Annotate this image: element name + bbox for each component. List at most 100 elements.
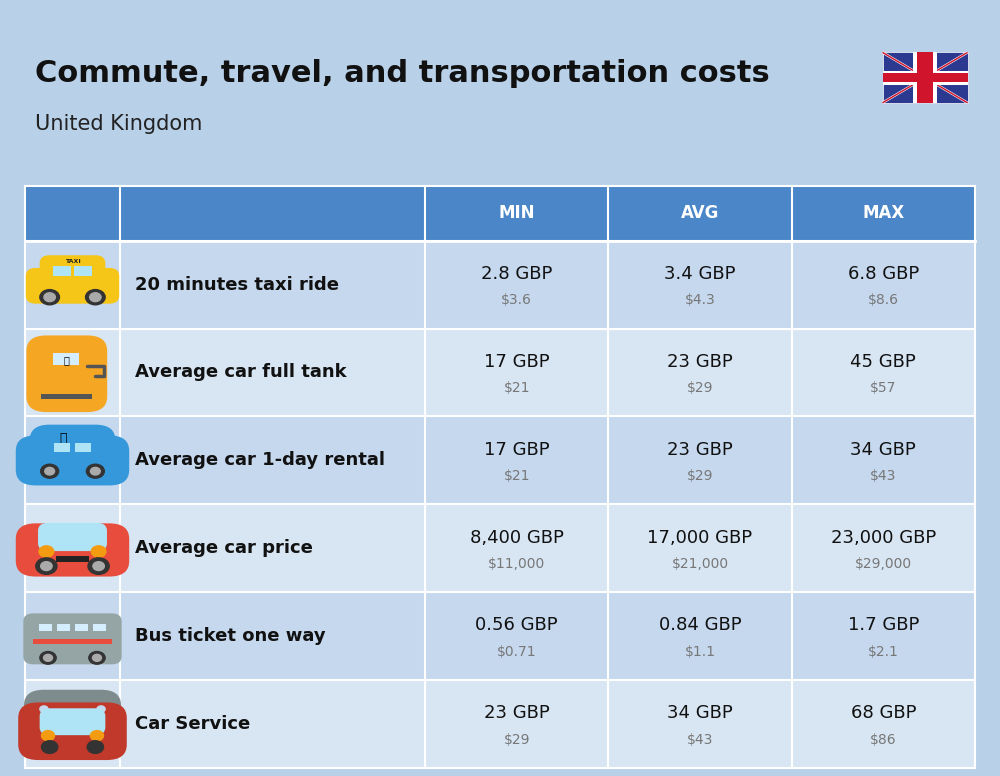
FancyBboxPatch shape [25, 504, 975, 592]
Text: $1.1: $1.1 [684, 645, 716, 659]
FancyBboxPatch shape [58, 258, 87, 265]
FancyBboxPatch shape [26, 268, 119, 303]
Text: $43: $43 [870, 469, 897, 483]
Text: Car Service: Car Service [135, 715, 250, 733]
FancyBboxPatch shape [39, 624, 52, 631]
Text: 2.8 GBP: 2.8 GBP [481, 265, 552, 282]
Text: $43: $43 [687, 733, 713, 747]
FancyBboxPatch shape [25, 241, 975, 328]
Text: 34 GBP: 34 GBP [667, 705, 733, 722]
Text: $21: $21 [503, 469, 530, 483]
Text: $29: $29 [687, 381, 713, 395]
FancyBboxPatch shape [883, 71, 968, 85]
Text: 0.56 GBP: 0.56 GBP [475, 616, 558, 635]
Text: 23 GBP: 23 GBP [484, 705, 550, 722]
Circle shape [36, 703, 52, 715]
Circle shape [44, 293, 55, 302]
Text: 8,400 GBP: 8,400 GBP [470, 528, 564, 546]
FancyBboxPatch shape [25, 681, 975, 768]
Circle shape [90, 293, 101, 302]
Circle shape [91, 546, 106, 557]
FancyBboxPatch shape [26, 335, 107, 412]
Text: 17 GBP: 17 GBP [484, 352, 549, 371]
FancyBboxPatch shape [24, 690, 121, 729]
Text: 34 GBP: 34 GBP [850, 441, 916, 459]
Circle shape [39, 546, 54, 557]
Circle shape [41, 562, 52, 570]
Circle shape [90, 730, 104, 741]
Text: Average car full tank: Average car full tank [135, 363, 347, 382]
Text: 17,000 GBP: 17,000 GBP [647, 528, 753, 546]
Text: 17 GBP: 17 GBP [484, 441, 549, 459]
Text: TAXI: TAXI [65, 258, 80, 264]
Text: $29: $29 [687, 469, 713, 483]
Text: $0.71: $0.71 [497, 645, 536, 659]
Circle shape [45, 467, 55, 475]
FancyBboxPatch shape [33, 639, 112, 644]
Text: AVG: AVG [681, 204, 719, 223]
FancyBboxPatch shape [917, 52, 933, 102]
Circle shape [86, 289, 105, 305]
Circle shape [87, 741, 104, 753]
Text: 23 GBP: 23 GBP [667, 352, 733, 371]
FancyBboxPatch shape [40, 708, 105, 735]
Text: $3.6: $3.6 [501, 293, 532, 307]
Text: MIN: MIN [498, 204, 535, 223]
Text: 0.84 GBP: 0.84 GBP [659, 616, 741, 635]
Circle shape [41, 741, 58, 753]
Text: 23 GBP: 23 GBP [667, 441, 733, 459]
Text: $11,000: $11,000 [488, 557, 545, 571]
Circle shape [41, 730, 55, 741]
FancyBboxPatch shape [25, 592, 975, 681]
FancyBboxPatch shape [75, 624, 88, 631]
Circle shape [40, 706, 48, 712]
Circle shape [97, 706, 105, 712]
FancyBboxPatch shape [75, 442, 91, 452]
FancyBboxPatch shape [56, 556, 89, 563]
FancyBboxPatch shape [53, 265, 71, 275]
Circle shape [44, 654, 53, 661]
Text: Average car price: Average car price [135, 539, 313, 557]
FancyBboxPatch shape [913, 52, 937, 102]
Circle shape [93, 703, 109, 715]
Text: 68 GBP: 68 GBP [851, 705, 916, 722]
Text: $57: $57 [870, 381, 897, 395]
Circle shape [36, 558, 57, 574]
FancyBboxPatch shape [40, 255, 105, 285]
Text: Commute, travel, and transportation costs: Commute, travel, and transportation cost… [35, 59, 770, 88]
FancyBboxPatch shape [16, 435, 129, 486]
Text: 6.8 GBP: 6.8 GBP [848, 265, 919, 282]
FancyBboxPatch shape [54, 442, 70, 452]
FancyBboxPatch shape [883, 52, 968, 102]
Text: 1.7 GBP: 1.7 GBP [848, 616, 919, 635]
Text: MAX: MAX [862, 204, 904, 223]
FancyBboxPatch shape [792, 186, 975, 241]
Circle shape [40, 652, 56, 664]
Text: 🔑: 🔑 [59, 431, 66, 445]
Circle shape [90, 467, 100, 475]
Text: 20 minutes taxi ride: 20 minutes taxi ride [135, 275, 339, 293]
Text: $4.3: $4.3 [685, 293, 715, 307]
FancyBboxPatch shape [25, 186, 425, 241]
Circle shape [93, 562, 104, 570]
FancyBboxPatch shape [57, 624, 70, 631]
Circle shape [88, 558, 109, 574]
Text: United Kingdom: United Kingdom [35, 114, 202, 134]
Circle shape [92, 654, 101, 661]
FancyBboxPatch shape [25, 417, 975, 504]
Text: 45 GBP: 45 GBP [850, 352, 916, 371]
FancyBboxPatch shape [74, 265, 92, 275]
Text: $2.1: $2.1 [868, 645, 899, 659]
FancyBboxPatch shape [16, 523, 129, 577]
Circle shape [89, 652, 105, 664]
Circle shape [86, 464, 104, 478]
Text: 3.4 GBP: 3.4 GBP [664, 265, 736, 282]
FancyBboxPatch shape [425, 186, 608, 241]
FancyBboxPatch shape [608, 186, 792, 241]
Text: Average car 1-day rental: Average car 1-day rental [135, 452, 385, 469]
FancyBboxPatch shape [883, 73, 968, 82]
FancyBboxPatch shape [53, 354, 79, 365]
Text: Bus ticket one way: Bus ticket one way [135, 627, 326, 646]
Text: $21: $21 [503, 381, 530, 395]
Text: $86: $86 [870, 733, 897, 747]
